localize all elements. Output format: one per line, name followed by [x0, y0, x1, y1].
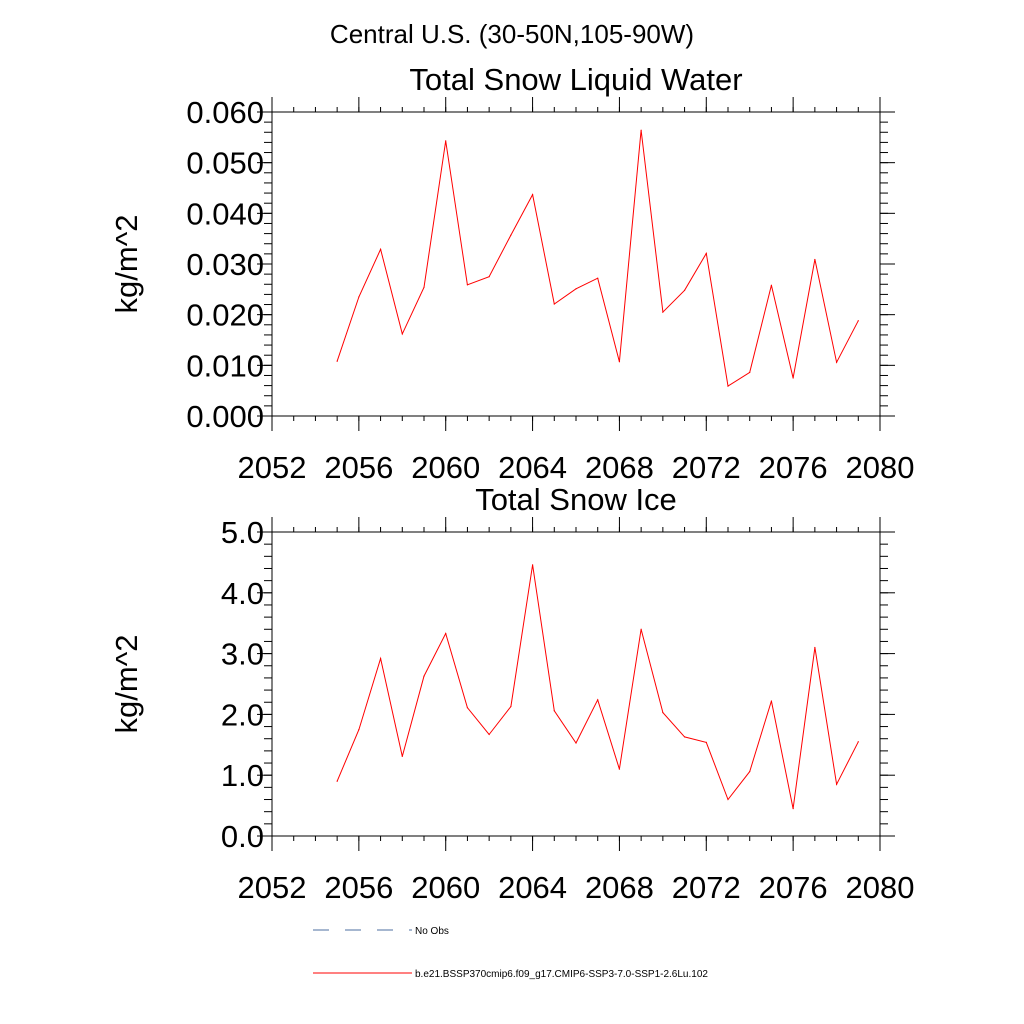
data-point: [727, 385, 729, 387]
data-point: [423, 286, 425, 288]
data-point: [379, 657, 382, 660]
data-point: [488, 733, 490, 736]
y-tick-label: 0.020: [186, 298, 264, 333]
data-point: [662, 711, 664, 714]
y-tick-label: 4.0: [221, 576, 264, 611]
y-tick-label: 0.000: [186, 399, 264, 434]
data-point: [401, 755, 403, 757]
data-point: [401, 333, 403, 335]
data-point: [510, 234, 512, 236]
data-point: [640, 628, 642, 630]
chart-panel-snow-ice: Total Snow Ice kg/m^2 2052 2056 2060 2064 2068…: [109, 482, 914, 905]
y-tick-label: 1.0: [221, 758, 264, 793]
data-point: [770, 284, 773, 286]
y-axis-label: kg/m^2: [109, 215, 144, 314]
data-point: [814, 258, 816, 261]
data-point: [857, 320, 859, 322]
x-tick-label: 2076: [759, 450, 828, 485]
y-axis-label: kg/m^2: [109, 635, 144, 734]
data-point: [336, 780, 338, 782]
data-point: [618, 768, 621, 770]
data-point: [835, 361, 838, 363]
data-point: [466, 284, 469, 286]
data-point: [749, 371, 751, 374]
data-point: [379, 248, 382, 250]
figure-suptitle: Central U.S. (30-50N,105-90W): [330, 19, 694, 49]
chart-title: Total Snow Liquid Water: [409, 62, 742, 97]
data-point: [445, 632, 447, 635]
y-tick-label: 5.0: [221, 515, 264, 550]
data-point: [640, 129, 642, 131]
series-line: [336, 130, 859, 387]
data-point: [510, 705, 512, 708]
y-tick-label: 2.0: [221, 697, 264, 732]
data-point: [683, 289, 686, 291]
data-point: [358, 729, 360, 731]
data-point: [597, 277, 599, 279]
series-line: [336, 564, 859, 809]
x-tick-label: 2060: [411, 450, 480, 485]
legend-model-label: b.e21.BSSP370cmip6.f09_g17.CMIP6-SSP3-7.…: [415, 969, 708, 980]
data-point: [792, 808, 794, 810]
x-tick-label: 2072: [672, 870, 741, 905]
x-tick-label: 2068: [585, 870, 654, 905]
x-tick-label: 2068: [585, 450, 654, 485]
y-tick-label: 3.0: [221, 637, 264, 672]
y-tick-label: 0.030: [186, 247, 264, 282]
legend-no-obs-label: No Obs: [415, 926, 449, 937]
data-point: [597, 699, 599, 701]
x-tick-label: 2056: [324, 870, 393, 905]
chart-title: Total Snow Ice: [475, 482, 677, 517]
y-tick-label: 0.050: [186, 146, 264, 181]
x-tick-label: 2076: [759, 870, 828, 905]
data-point: [575, 288, 577, 290]
data-point: [445, 140, 447, 142]
x-tick-label: 2064: [498, 450, 567, 485]
data-point: [618, 361, 621, 363]
legend: No Obs b.e21.BSSP370cmip6.f09_g17.CMIP6-…: [313, 926, 708, 980]
data-point: [336, 360, 338, 362]
y-tick-label: 0.040: [186, 196, 264, 231]
data-point: [835, 783, 838, 785]
data-point: [770, 700, 773, 702]
data-point: [705, 252, 707, 254]
plot-frame: [271, 531, 881, 837]
data-point: [466, 707, 469, 709]
y-tick-label: 0.0: [221, 819, 264, 854]
chart-panel-snow-liquid-water: Total Snow Liquid Water kg/m^2 2052 2056 206…: [109, 62, 914, 485]
data-point: [553, 710, 555, 712]
data-point: [358, 296, 360, 298]
x-tick-label: 2080: [846, 450, 915, 485]
data-point: [423, 675, 425, 677]
x-tick-label: 2052: [238, 870, 307, 905]
data-point: [749, 770, 751, 773]
data-point: [727, 798, 729, 801]
x-tick-label: 2064: [498, 870, 567, 905]
y-tick-label: 0.010: [186, 348, 264, 383]
x-tick-label: 2052: [238, 450, 307, 485]
data-point: [575, 742, 577, 744]
x-tick-label: 2072: [672, 450, 741, 485]
data-point: [488, 276, 490, 278]
data-point: [705, 741, 707, 743]
x-tick-label: 2080: [846, 870, 915, 905]
x-tick-label: 2056: [324, 450, 393, 485]
data-point: [531, 564, 534, 566]
plot-frame: [271, 111, 881, 417]
data-point: [662, 311, 664, 313]
data-point: [553, 303, 555, 305]
y-tick-label: 0.060: [186, 95, 264, 130]
data-point: [857, 741, 859, 743]
data-point: [683, 736, 686, 738]
x-tick-label: 2060: [411, 870, 480, 905]
data-point: [531, 193, 534, 196]
data-point: [792, 377, 794, 379]
data-point: [814, 646, 816, 649]
